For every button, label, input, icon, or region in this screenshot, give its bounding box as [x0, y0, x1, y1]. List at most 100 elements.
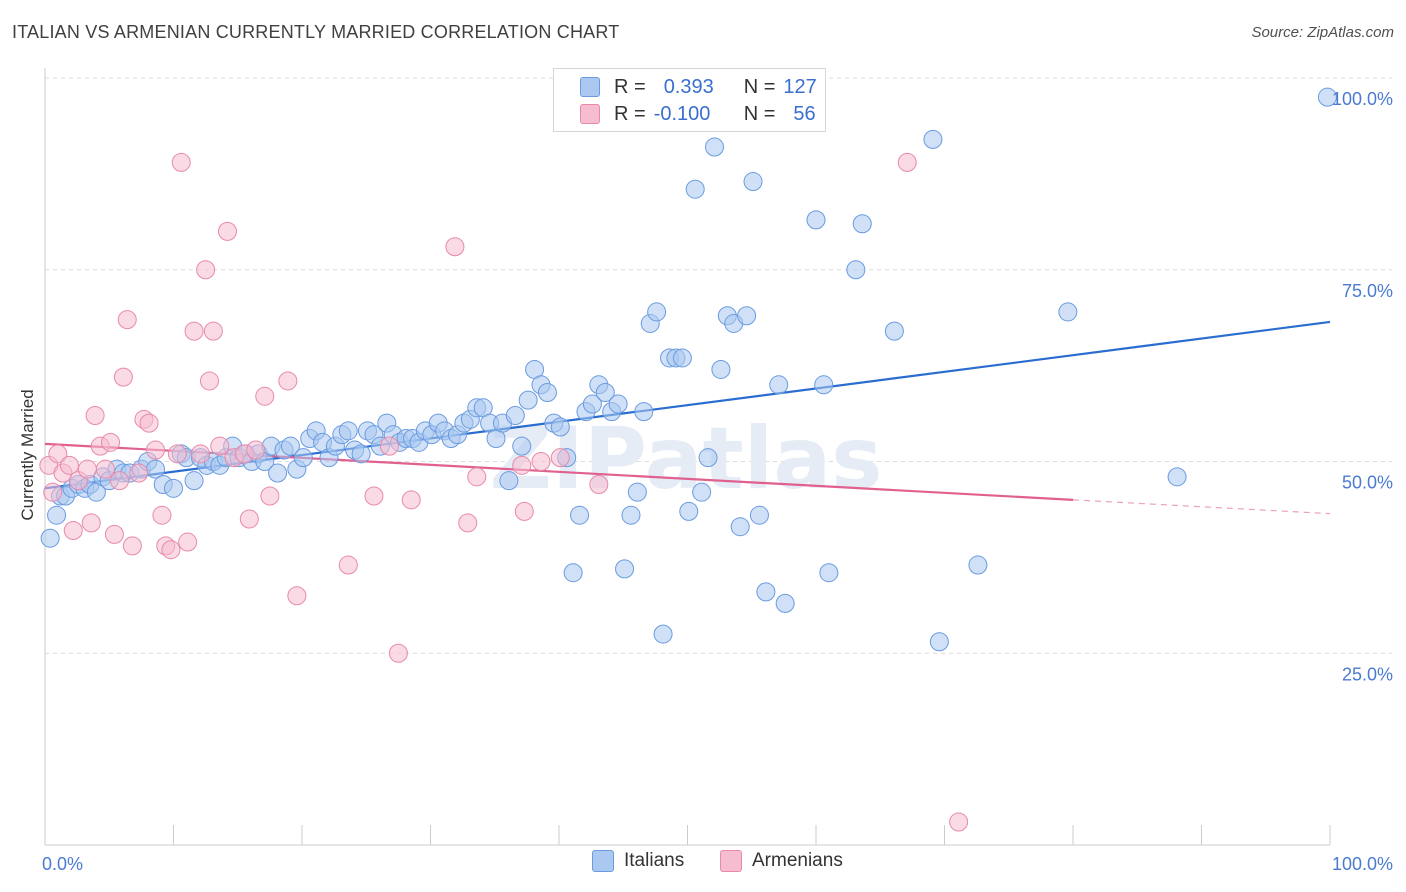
italians-point [968, 555, 988, 575]
armenians-point [43, 482, 63, 502]
italians-point [595, 382, 615, 402]
legend-r-label: R = [614, 102, 646, 125]
armenians-point [178, 532, 198, 552]
italians-point [923, 129, 943, 149]
armenians-point [122, 536, 142, 556]
armenians-point [129, 463, 149, 483]
x-tick-label: 100.0% [1332, 854, 1393, 874]
armenians-point [287, 586, 307, 606]
series-legend-italians[interactable]: Italians [592, 850, 684, 872]
italians-point [280, 436, 300, 456]
y-tick-label: 100.0% [1332, 89, 1393, 109]
italians-point [846, 260, 866, 280]
y-tick-label: 50.0% [1342, 473, 1393, 493]
italians-point [730, 517, 750, 537]
italians-point [704, 137, 724, 157]
italians-point [293, 448, 313, 468]
armenians-point [203, 321, 223, 341]
armenians-point [59, 455, 79, 475]
armenians-point [171, 152, 191, 172]
italians-point [775, 593, 795, 613]
italians-point [40, 528, 60, 548]
italians-point [582, 394, 602, 414]
y-tick-label: 75.0% [1342, 281, 1393, 301]
italians-point [685, 179, 705, 199]
italians-point [550, 417, 570, 437]
legend-r-label: R = [614, 75, 646, 98]
armenians-point [949, 812, 969, 832]
italians-point [672, 348, 692, 368]
italians-point [1167, 467, 1187, 487]
legend-n-label: N = [743, 102, 776, 125]
italians-point [351, 444, 371, 464]
armenians-point [260, 486, 280, 506]
armenians-point [167, 444, 187, 464]
italians-point [512, 436, 532, 456]
italians-point [711, 359, 731, 379]
italians-point [164, 478, 183, 498]
armenians-point [104, 524, 124, 544]
italians-point [814, 375, 834, 395]
legend-n-value: 127 [783, 75, 817, 98]
italians-point [615, 559, 635, 579]
italians-point [499, 471, 519, 491]
armenians-point [531, 452, 551, 471]
italians-point [769, 375, 789, 395]
legend-r-value: 0.393 [663, 75, 714, 98]
armenians-point [161, 540, 181, 560]
italians-point [570, 505, 590, 525]
italians-point [929, 632, 949, 652]
source-credit: Source: ZipAtlas.com [1251, 24, 1394, 41]
legend-n-label: N = [743, 75, 776, 98]
italians-point [47, 505, 67, 525]
armenians-point [146, 440, 166, 460]
axes [44, 68, 1331, 846]
data-points [39, 87, 1337, 832]
armenians-point [117, 310, 137, 330]
armenians-point [512, 455, 532, 475]
italians-point [743, 172, 763, 192]
italians-point [268, 463, 288, 483]
italians-point [698, 448, 718, 468]
armenians-point [278, 371, 298, 391]
italians-point [563, 563, 583, 583]
y-axis-label: Currently Married [18, 389, 37, 520]
armenians-point [550, 448, 570, 468]
italians-point [819, 563, 839, 583]
italians-point [621, 505, 641, 525]
armenians-point [445, 237, 465, 257]
armenians-point [184, 321, 204, 341]
italians-point [737, 306, 757, 326]
italians-point [756, 582, 776, 602]
italians-point [806, 210, 826, 230]
armenians-point [48, 444, 68, 464]
series-legend: Italians Armenians [0, 850, 1406, 878]
armenians-point [379, 436, 399, 456]
x-tick-label: 0.0% [42, 854, 83, 874]
italians-point [518, 390, 538, 410]
italians-swatch [592, 850, 614, 872]
legend-row-italians: R = 0.393 N = 127 [554, 73, 817, 101]
italians-point [184, 471, 204, 491]
armenians-point [589, 475, 609, 495]
series-legend-armenians[interactable]: Armenians [720, 850, 843, 872]
correlation-legend: R = 0.393 N = 127 R = -0.100 N = 56 [553, 68, 826, 132]
italians-point [647, 302, 667, 322]
italians-point [505, 405, 525, 425]
armenians-point [190, 444, 210, 464]
chart-title: ITALIAN VS ARMENIAN CURRENTLY MARRIED CO… [12, 22, 620, 42]
armenians-point [85, 405, 105, 425]
italians-point [749, 505, 769, 525]
armenians-point [81, 513, 101, 533]
legend-swatch-armenians [580, 104, 600, 124]
italians-point [627, 482, 647, 502]
italians-point [537, 382, 557, 402]
legend-row-armenians: R = -0.100 N = 56 [554, 100, 816, 128]
legend-swatch-italians [580, 77, 600, 97]
armenians-point [246, 440, 266, 460]
armenians-point [897, 152, 917, 172]
legend-r-value: -0.100 [653, 102, 711, 125]
italians-point [884, 321, 904, 341]
armenians-point [152, 505, 172, 525]
